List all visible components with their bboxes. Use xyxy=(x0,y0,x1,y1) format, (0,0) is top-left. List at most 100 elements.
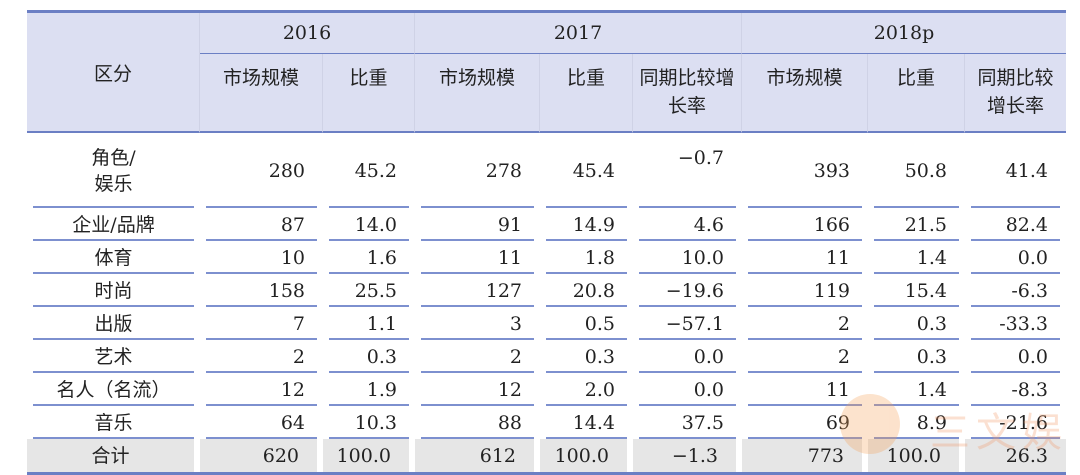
col-2017-market-size: 市场规模 xyxy=(415,54,540,133)
table-cell: 15.4 xyxy=(868,274,965,307)
table-cell: 91 xyxy=(415,208,540,241)
table-cell: 393 xyxy=(742,133,868,208)
table-cell: 100.0 xyxy=(868,439,965,472)
year-2018p-header: 2018p xyxy=(742,13,1066,54)
col-2018-growth: 同期比较增长率 xyxy=(965,54,1066,133)
table-row: 企业/品牌 87 14.0 91 14.9 4.6 166 21.5 82.4 xyxy=(27,208,1066,241)
table-row: 艺术 2 0.3 2 0.3 0.0 2 0.3 0.0 xyxy=(27,340,1066,373)
table-cell: 0.3 xyxy=(868,307,965,340)
table-cell: 620 xyxy=(200,439,323,472)
table-row: 出版 7 1.1 3 0.5 −57.1 2 0.3 -33.3 xyxy=(27,307,1066,340)
table-cell: −57.1 xyxy=(633,307,742,340)
table-row: 体育 10 1.6 11 1.8 10.0 11 1.4 0.0 xyxy=(27,241,1066,274)
row-label: 出版 xyxy=(27,307,200,340)
table-cell: -21.6 xyxy=(965,406,1066,439)
col-2016-share: 比重 xyxy=(323,54,415,133)
row-label: 艺术 xyxy=(27,340,200,373)
table-cell: 1.9 xyxy=(323,373,415,406)
table-row: 时尚 158 25.5 127 20.8 −19.6 119 15.4 -6.3 xyxy=(27,274,1066,307)
table-cell: 0.3 xyxy=(540,340,633,373)
table-row: 角色/娱乐 280 45.2 278 45.4 −0.7 393 50.8 41.4 xyxy=(27,133,1066,208)
table-cell: 0.3 xyxy=(323,340,415,373)
col-2017-growth: 同期比较增长率 xyxy=(633,54,742,133)
table-cell: 4.6 xyxy=(633,208,742,241)
table-cell: 773 xyxy=(742,439,868,472)
col-2016-market-size: 市场规模 xyxy=(200,54,323,133)
table-cell: 158 xyxy=(200,274,323,307)
col-2018-share: 比重 xyxy=(868,54,965,133)
table-cell: 45.4 xyxy=(540,133,633,208)
table-cell: 0.0 xyxy=(633,373,742,406)
table-cell: 87 xyxy=(200,208,323,241)
table-cell: 69 xyxy=(742,406,868,439)
table-cell: 10.0 xyxy=(633,241,742,274)
table-cell: 11 xyxy=(415,241,540,274)
year-2016-header: 2016 xyxy=(200,13,415,54)
table-cell: 3 xyxy=(415,307,540,340)
table-cell: 612 xyxy=(415,439,540,472)
row-label: 音乐 xyxy=(27,406,200,439)
table-cell: 21.5 xyxy=(868,208,965,241)
table-cell: 166 xyxy=(742,208,868,241)
table-cell: -8.3 xyxy=(965,373,1066,406)
table-cell: 1.8 xyxy=(540,241,633,274)
table-cell: 2 xyxy=(415,340,540,373)
table-cell: 0.3 xyxy=(868,340,965,373)
col-2017-share: 比重 xyxy=(540,54,633,133)
table-cell: 2 xyxy=(742,307,868,340)
table-cell: 0.5 xyxy=(540,307,633,340)
table-cell: −0.7 xyxy=(633,133,742,208)
table-cell: −1.3 xyxy=(633,439,742,472)
table-cell: 1.4 xyxy=(868,241,965,274)
row-label: 时尚 xyxy=(27,274,200,307)
table-cell: 11 xyxy=(742,373,868,406)
table-cell: -6.3 xyxy=(965,274,1066,307)
year-2017-header: 2017 xyxy=(415,13,742,54)
table-cell: 64 xyxy=(200,406,323,439)
row-label: 合计 xyxy=(27,439,200,472)
row-label: 体育 xyxy=(27,241,200,274)
col-2018-market-size: 市场规模 xyxy=(742,54,868,133)
table-cell: −19.6 xyxy=(633,274,742,307)
row-label: 名人（名流） xyxy=(27,373,200,406)
table-cell: 0.0 xyxy=(633,340,742,373)
table-row: 名人（名流） 12 1.9 12 2.0 0.0 11 1.4 -8.3 xyxy=(27,373,1066,406)
table-cell: 88 xyxy=(415,406,540,439)
table-cell: 8.9 xyxy=(868,406,965,439)
table-cell: 82.4 xyxy=(965,208,1066,241)
table-cell: 100.0 xyxy=(323,439,415,472)
table-cell: 37.5 xyxy=(633,406,742,439)
table-cell: 1.6 xyxy=(323,241,415,274)
table-cell: 100.0 xyxy=(540,439,633,472)
table-cell: 12 xyxy=(415,373,540,406)
table-cell: 45.2 xyxy=(323,133,415,208)
row-label: 角色/娱乐 xyxy=(27,133,200,208)
total-row: 合计 620 100.0 612 100.0 −1.3 773 100.0 26.3 xyxy=(27,439,1066,472)
table-cell: 278 xyxy=(415,133,540,208)
table-cell: 2.0 xyxy=(540,373,633,406)
table-cell: 1.4 xyxy=(868,373,965,406)
table-cell: 127 xyxy=(415,274,540,307)
table-cell: 14.9 xyxy=(540,208,633,241)
table-cell: 280 xyxy=(200,133,323,208)
table-cell: 26.3 xyxy=(965,439,1066,472)
table-cell: 7 xyxy=(200,307,323,340)
table-cell: 14.4 xyxy=(540,406,633,439)
table-cell: 50.8 xyxy=(868,133,965,208)
table-cell: 1.1 xyxy=(323,307,415,340)
table-cell: 10.3 xyxy=(323,406,415,439)
category-header: 区分 xyxy=(27,13,200,133)
table-cell: 12 xyxy=(200,373,323,406)
table-cell: 0.0 xyxy=(965,241,1066,274)
table-cell: 119 xyxy=(742,274,868,307)
table-cell: 0.0 xyxy=(965,340,1066,373)
table-cell: 25.5 xyxy=(323,274,415,307)
row-label: 企业/品牌 xyxy=(27,208,200,241)
market-size-table: 区分 2016 2017 2018p 市场规模 比重 市场规模 比重 同期比较增… xyxy=(27,10,1066,475)
table-cell: 41.4 xyxy=(965,133,1066,208)
table-cell: 14.0 xyxy=(323,208,415,241)
table-cell: 20.8 xyxy=(540,274,633,307)
table-cell: 2 xyxy=(200,340,323,373)
table-row: 音乐 64 10.3 88 14.4 37.5 69 8.9 -21.6 xyxy=(27,406,1066,439)
table-cell: 11 xyxy=(742,241,868,274)
